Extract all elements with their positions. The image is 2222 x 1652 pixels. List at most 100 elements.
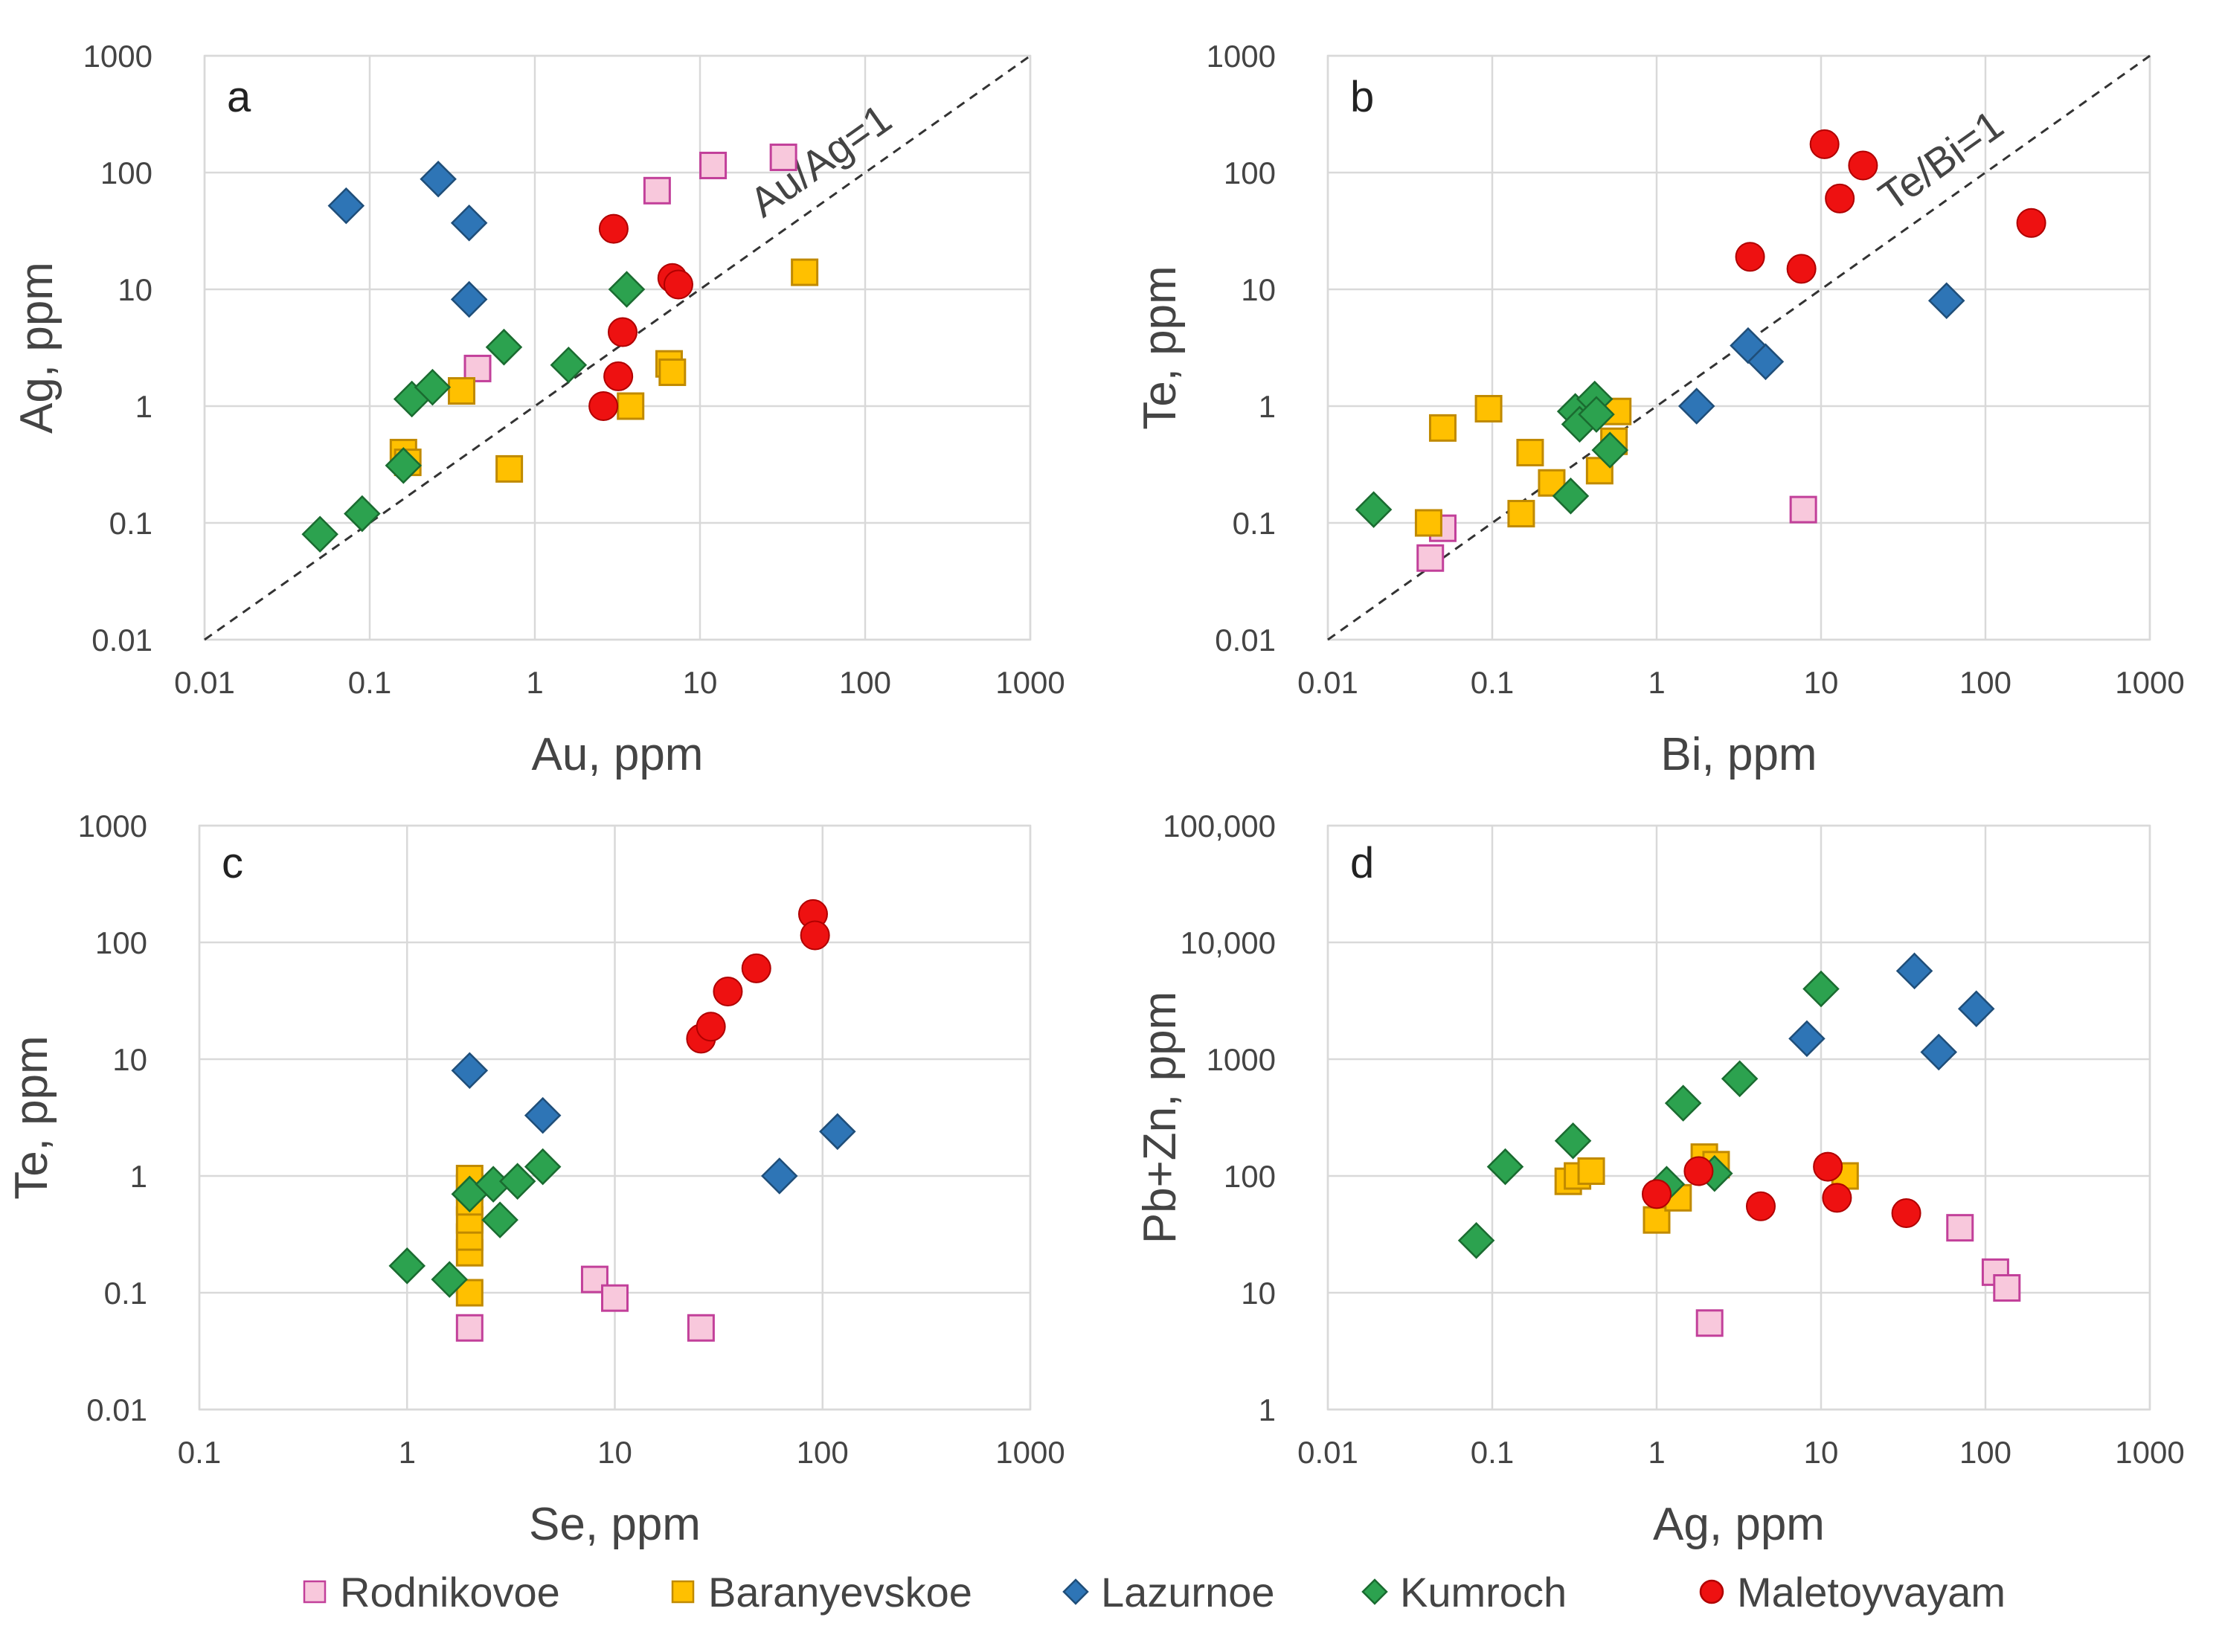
point-kumroch (550, 346, 588, 384)
point-kumroch (608, 271, 646, 308)
point-rodnikovoe (601, 1284, 629, 1312)
y-tick-label: 1 (1259, 1392, 1276, 1427)
point-rodnikovoe (687, 1314, 715, 1342)
point-maletoyvayam (1813, 1151, 1843, 1182)
point-kumroch (524, 1148, 562, 1186)
x-tick-label: 1000 (995, 665, 1065, 700)
point-maletoyvayam (1848, 150, 1878, 181)
x-tick-label: 100 (1959, 665, 2011, 700)
y-tick-label: 0.01 (1215, 623, 1276, 658)
point-kumroch (1552, 478, 1590, 515)
y-tick-label: 100 (1224, 1159, 1276, 1194)
point-rodnikovoe (1789, 495, 1817, 524)
legend-label: Baranyevskoe (708, 1568, 972, 1616)
point-lazurnoe (1788, 1020, 1826, 1058)
legend-marker (303, 1580, 327, 1604)
x-axis-label: Ag, ppm (1653, 1499, 1825, 1550)
x-tick-label: 100 (839, 665, 891, 700)
point-lazurnoe (761, 1157, 798, 1195)
panel-d: 0.01 0.1 1 10 100 1000 1 10 100 1000 10,000 100,000… (1134, 809, 2185, 1550)
point-maletoyvayam (1735, 242, 1765, 272)
y-tick-label: 0.1 (109, 506, 152, 541)
y-tick-label: 10 (1241, 272, 1276, 307)
plot-frame (198, 824, 1032, 1411)
y-tick-label: 0.1 (1233, 506, 1276, 541)
point-maletoyvayam (663, 269, 693, 300)
point-lazurnoe (1957, 990, 1995, 1028)
point-baranyevskoe (617, 392, 645, 420)
point-baranyevskoe (1414, 509, 1442, 537)
point-maletoyvayam (741, 953, 771, 983)
point-maletoyvayam (1809, 129, 1840, 159)
point-kumroch (388, 1247, 426, 1285)
point-maletoyvayam (1745, 1191, 1776, 1221)
legend-marker (1361, 1578, 1388, 1605)
ratio-line (204, 54, 1031, 641)
legend-square-marker (303, 1580, 327, 1604)
legend-diamond-marker (1361, 1578, 1388, 1605)
point-lazurnoe (1895, 952, 1933, 990)
x-tick-label: 0.1 (348, 665, 391, 700)
x-tick-label: 0.01 (1297, 1435, 1358, 1470)
point-maletoyvayam (1642, 1179, 1672, 1209)
y-tick-label: 100 (100, 155, 152, 190)
point-baranyevskoe (1428, 414, 1457, 442)
legend-marker (1699, 1579, 1724, 1604)
point-kumroch (385, 447, 423, 484)
point-maletoyvayam (1683, 1156, 1714, 1186)
point-maletoyvayam (598, 213, 629, 244)
x-tick-label: 1 (399, 1435, 416, 1470)
point-rodnikovoe (1993, 1274, 2021, 1302)
panel-letter: a (227, 73, 251, 121)
point-kumroch (1591, 431, 1629, 469)
point-kumroch (414, 368, 452, 406)
point-lazurnoe (450, 205, 488, 242)
x-tick-label: 1000 (2115, 1435, 2184, 1470)
point-maletoyvayam (603, 361, 634, 391)
x-axis-label: Bi, ppm (1660, 729, 1817, 780)
point-kumroch (1721, 1060, 1759, 1098)
point-baranyevskoe (1474, 394, 1503, 422)
point-rodnikovoe (455, 1314, 484, 1342)
panel-letter: c (222, 839, 243, 887)
y-tick-label: 1000 (1207, 1042, 1276, 1077)
point-rodnikovoe (1946, 1214, 1974, 1242)
x-tick-label: 1 (1648, 1435, 1665, 1470)
x-tick-label: 1 (1648, 665, 1665, 700)
point-maletoyvayam (696, 1012, 726, 1042)
panel-a: 0.01 0.1 1 10 100 1000 0.01 0.1 1 10 100 1000 Au/Ag=… (11, 39, 1065, 780)
x-tick-label: 0.1 (178, 1435, 221, 1470)
y-tick-label: 10 (118, 272, 152, 307)
point-lazurnoe (1920, 1033, 1958, 1071)
y-tick-label: 0.01 (91, 623, 152, 658)
x-axis-label: Au, ppm (532, 729, 704, 780)
point-maletoyvayam (1825, 183, 1855, 213)
x-tick-label: 0.01 (1297, 665, 1358, 700)
panel-b: 0.01 0.1 1 10 100 1000 0.01 0.1 1 10 100 1000 Te/Bi=… (1134, 39, 2185, 780)
point-kumroch (1486, 1148, 1524, 1186)
panel-letter: d (1350, 839, 1374, 887)
y-tick-label: 1000 (83, 39, 152, 74)
point-lazurnoe (1927, 282, 1965, 319)
point-rodnikovoe (699, 151, 728, 179)
point-maletoyvayam (588, 391, 619, 421)
panel-c: 0.1 1 10 100 1000 0.01 0.1 1 10 100 1000 c Se, ppm Te… (6, 809, 1065, 1550)
x-tick-label: 100 (797, 1435, 849, 1470)
x-tick-label: 1 (526, 665, 543, 700)
point-lazurnoe (327, 187, 365, 225)
plot-frame (1326, 54, 2151, 641)
legend-item-baranyevskoe: Baranyevskoe (670, 1558, 972, 1625)
ratio-line-label: Au/Ag=1 (741, 94, 899, 225)
legend: Rodnikovoe Baranyevskoe Lazurnoe Kumroch… (0, 1558, 2222, 1625)
point-kumroch (301, 515, 338, 553)
y-tick-label: 10 (1241, 1276, 1276, 1311)
point-baranyevskoe (1577, 1157, 1605, 1186)
y-tick-label: 10,000 (1181, 925, 1276, 960)
point-rodnikovoe (1695, 1309, 1724, 1337)
x-axis-label: Se, ppm (529, 1499, 701, 1550)
legend-label: Rodnikovoe (340, 1568, 560, 1616)
panel-letter: b (1350, 73, 1374, 121)
y-axis-label: Te, ppm (1134, 266, 1186, 430)
legend-item-maletoyvayam: Maletoyvayam (1698, 1558, 2006, 1625)
